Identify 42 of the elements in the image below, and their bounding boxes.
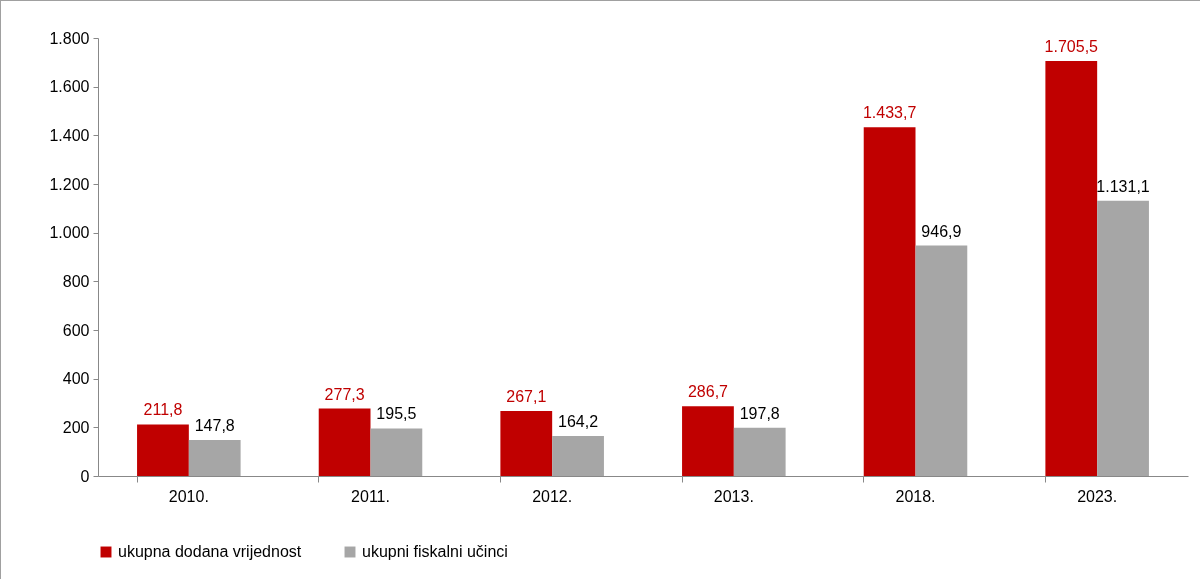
y-tick-label: 1.200 bbox=[49, 175, 90, 193]
y-tick-label: 800 bbox=[62, 272, 90, 290]
x-tick-label: 2023. bbox=[1077, 487, 1118, 505]
bar bbox=[552, 436, 604, 476]
x-tick-label: 2010. bbox=[168, 487, 209, 505]
y-tick-label: 1.000 bbox=[49, 224, 90, 242]
bar bbox=[370, 428, 423, 476]
bar bbox=[733, 427, 786, 476]
data-label: 197,8 bbox=[739, 404, 780, 422]
bar bbox=[682, 406, 734, 476]
y-tick-label: 1.600 bbox=[49, 78, 90, 96]
y-tick-label: 600 bbox=[62, 321, 90, 339]
data-label: 164,2 bbox=[558, 413, 599, 431]
data-label: 267,1 bbox=[506, 388, 547, 406]
bar bbox=[500, 411, 553, 476]
x-tick-label: 2012. bbox=[532, 487, 573, 505]
bar bbox=[318, 408, 371, 476]
data-label: 195,5 bbox=[376, 405, 417, 423]
data-label: 946,9 bbox=[921, 222, 962, 240]
data-label: 286,7 bbox=[687, 383, 729, 401]
x-tick-label: 2011. bbox=[351, 487, 390, 505]
bar bbox=[863, 127, 916, 476]
data-label: 147,8 bbox=[194, 417, 235, 435]
data-label: 277,3 bbox=[324, 385, 365, 403]
y-tick-label: 1.400 bbox=[49, 126, 90, 144]
bar bbox=[915, 245, 968, 476]
x-tick-label: 2018. bbox=[895, 487, 936, 505]
legend-label: ukupna dodana vrijednost bbox=[118, 543, 302, 560]
data-label: 1.433,7 bbox=[862, 104, 917, 122]
y-tick-label: 0 bbox=[80, 467, 90, 485]
x-tick-label: 2013. bbox=[713, 487, 754, 505]
bar bbox=[1097, 200, 1149, 476]
y-tick-label: 400 bbox=[62, 370, 90, 388]
bar bbox=[188, 440, 241, 476]
y-tick-label: 200 bbox=[62, 418, 90, 436]
legend-label: ukupni fiskalni učinci bbox=[362, 543, 508, 560]
y-tick-label: 1.800 bbox=[49, 29, 90, 47]
bar bbox=[137, 424, 189, 476]
data-label: 211,8 bbox=[143, 401, 183, 419]
data-label: 1.705,5 bbox=[1044, 37, 1099, 55]
data-label: 1.131,1 bbox=[1096, 177, 1150, 195]
bar bbox=[1045, 61, 1098, 476]
